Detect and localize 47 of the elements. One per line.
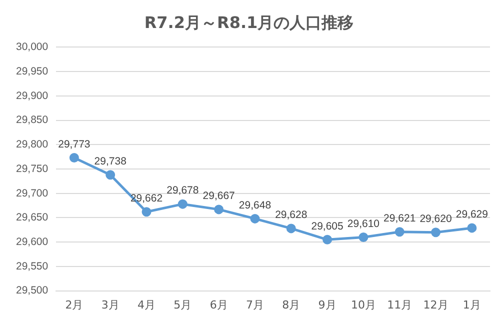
point [394, 227, 404, 237]
y-tick-label: 29,550 [16, 260, 48, 272]
point [431, 228, 441, 238]
x-tick-label: 3月 [101, 298, 120, 312]
x-tick-label: 11月 [387, 298, 412, 312]
x-tick-label: 1月 [462, 298, 481, 312]
point [106, 170, 116, 180]
x-tick-label: 4月 [138, 298, 156, 312]
data-label: 29,605 [311, 220, 344, 232]
data-label: 29,628 [275, 209, 308, 222]
data-label: 29,621 [384, 212, 416, 224]
data-label: 29,773 [58, 138, 90, 150]
y-tick-label: 29,600 [16, 236, 48, 248]
point [358, 232, 368, 242]
y-tick-label: 29,500 [16, 284, 48, 297]
point [69, 153, 79, 163]
point [214, 204, 224, 214]
x-tick-label: 9月 [318, 298, 336, 312]
data-label: 29,620 [420, 212, 452, 225]
y-tick-label: 29,750 [16, 162, 48, 175]
x-tick-label: 6月 [210, 298, 228, 312]
data-label: 29,610 [347, 218, 380, 230]
data-label: 29,678 [166, 184, 199, 197]
x-tick-label: 2月 [65, 298, 84, 312]
point [322, 234, 332, 244]
chart-title: R7.2月～R8.1月の人口推移 [144, 12, 354, 32]
data-label: 29,738 [94, 155, 127, 168]
y-tick-label: 29,800 [16, 138, 48, 151]
point [467, 223, 477, 233]
point [250, 214, 260, 224]
y-tick-label: 30,000 [16, 41, 48, 54]
y-tick-label: 29,900 [16, 90, 48, 102]
x-tick-label: 10月 [350, 298, 376, 312]
y-tick-label: 29,950 [16, 65, 48, 78]
x-tick-label: 7月 [246, 298, 264, 312]
point [142, 207, 152, 217]
x-tick-label: 8月 [282, 298, 300, 312]
data-label: 29,629 [456, 208, 488, 221]
point [286, 224, 296, 234]
point [178, 199, 188, 209]
data-label: 29,667 [202, 190, 236, 202]
y-tick-label: 29,700 [16, 187, 48, 200]
x-tick-label: 12月 [423, 298, 448, 312]
y-tick-label: 29,850 [16, 114, 48, 126]
x-tick-label: 5月 [174, 298, 192, 312]
y-tick-label: 29,650 [16, 212, 48, 224]
data-label: 29,648 [238, 199, 272, 212]
